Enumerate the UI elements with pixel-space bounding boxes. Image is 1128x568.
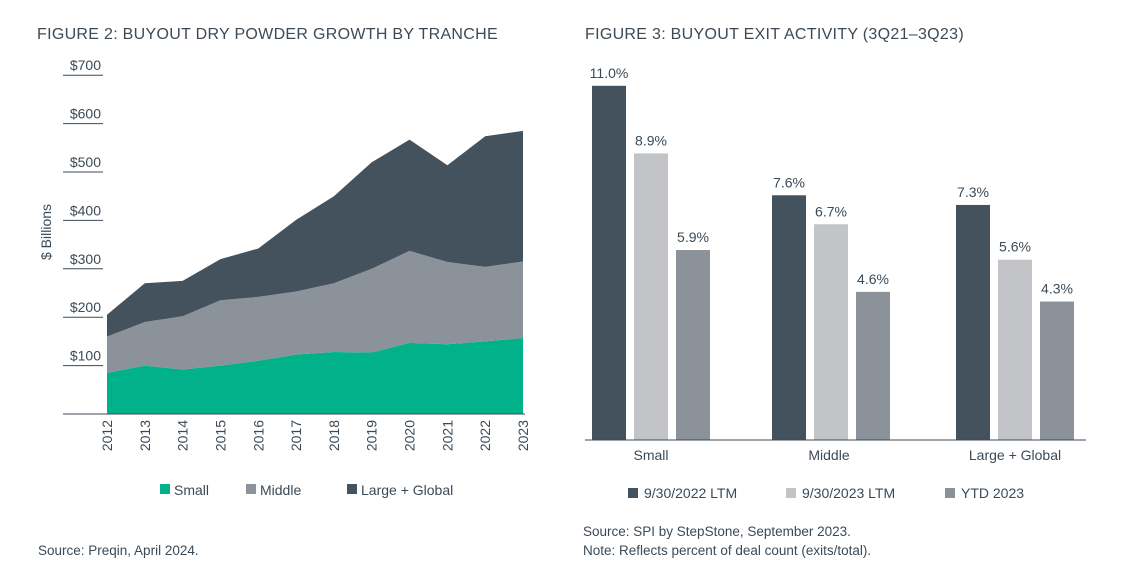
legend-swatch-middle: [246, 484, 256, 494]
figure-3-source-line: Source: SPI by StepStone, September 2023…: [583, 524, 851, 539]
bar-large-global-ytd-2023: [1040, 301, 1074, 440]
data-label-middle-9-30-2023-ltm: 6.7%: [815, 203, 847, 219]
bar-small-9-30-2022-ltm: [592, 85, 626, 441]
y-tick-label-300: $300: [70, 251, 101, 267]
data-label-small-9-30-2023-ltm: 8.9%: [635, 132, 667, 148]
x-tick-label-2020: 2020: [402, 420, 418, 451]
bar-middle-9-30-2023-ltm: [814, 224, 848, 440]
x-tick-label-2022: 2022: [477, 420, 493, 451]
bar-small-9-30-2023-ltm: [634, 153, 668, 441]
x-tick-label-2014: 2014: [175, 420, 191, 451]
legend-label-small: Small: [174, 482, 209, 498]
x-tick-label-2018: 2018: [326, 420, 342, 451]
legend-label-middle: Middle: [260, 482, 301, 498]
data-label-large-global-9-30-2022-ltm: 7.3%: [957, 184, 989, 200]
legend-label-9-30-2023-ltm: 9/30/2023 LTM: [802, 485, 895, 501]
figure-3-title: FIGURE 3: BUYOUT EXIT ACTIVITY (3Q21–3Q2…: [585, 26, 964, 43]
data-label-small-9-30-2022-ltm: 11.0%: [590, 65, 629, 81]
y-tick-label-500: $500: [70, 154, 101, 170]
x-tick-label-2023: 2023: [515, 420, 531, 451]
data-label-middle-ytd-2023: 4.6%: [857, 271, 889, 287]
legend-label-ytd-2023: YTD 2023: [961, 485, 1024, 501]
x-tick-label-2017: 2017: [288, 420, 304, 451]
figure-3-note-line: Note: Reflects percent of deal count (ex…: [583, 543, 872, 558]
legend-label-large-global: Large + Global: [361, 482, 453, 498]
x-tick-label-2015: 2015: [212, 420, 228, 451]
x-tick-label-2021: 2021: [439, 420, 455, 451]
y-axis-label: $ Billions: [38, 204, 54, 260]
y-tick-label-100: $100: [70, 348, 101, 364]
legend-swatch-9-30-2023-ltm: [786, 488, 796, 498]
data-label-middle-9-30-2022-ltm: 7.6%: [773, 174, 805, 190]
bar-middle-9-30-2022-ltm: [772, 195, 806, 440]
y-tick-label-600: $600: [70, 106, 101, 122]
data-label-large-global-ytd-2023: 4.3%: [1041, 281, 1073, 297]
area-small: [107, 338, 523, 414]
dry-powder-area-chart: $100 $200 $300 $400 $500 $600 $700 2012 2013 2014…: [38, 57, 531, 498]
figure-3-source: Source: SPI by StepStone, September 2023…: [583, 522, 871, 560]
bar-large-global-9-30-2023-ltm: [998, 259, 1032, 440]
x-tick-label-2013: 2013: [137, 420, 153, 451]
x-tick-label-2012: 2012: [99, 420, 115, 451]
y-tick-label-200: $200: [70, 299, 101, 315]
exit-activity-bar-chart: 11.0% 7.6% 7.3% 8.9% 6.7% 5.6% 5.9% 4.6% 4.3% Sma…: [585, 65, 1086, 501]
figure-2-title: FIGURE 2: BUYOUT DRY POWDER GROWTH BY TR…: [37, 26, 498, 43]
category-label-middle: Middle: [808, 447, 849, 463]
category-label-large-global: Large + Global: [969, 447, 1061, 463]
bar-small-ytd-2023: [676, 250, 710, 440]
bar-middle-ytd-2023: [856, 291, 890, 440]
legend-swatch-ytd-2023: [945, 488, 955, 498]
area-middle: [107, 250, 523, 373]
x-tick-label-2016: 2016: [250, 420, 266, 451]
legend-label-9-30-2022-ltm: 9/30/2022 LTM: [644, 485, 737, 501]
y-tick-label-700: $700: [70, 57, 101, 73]
x-tick-label-2019: 2019: [364, 420, 380, 451]
data-label-large-global-9-30-2023-ltm: 5.6%: [999, 239, 1031, 255]
data-label-small-ytd-2023: 5.9%: [677, 229, 709, 245]
area-large-global: [107, 130, 523, 337]
figure-2-source: Source: Preqin, April 2024.: [38, 543, 199, 558]
bar-large-global-9-30-2022-ltm: [956, 204, 990, 440]
legend-swatch-small: [160, 484, 170, 494]
legend-swatch-9-30-2022-ltm: [628, 488, 638, 498]
category-label-small: Small: [633, 447, 668, 463]
legend-swatch-large-global: [347, 484, 357, 494]
y-tick-label-400: $400: [70, 202, 101, 218]
